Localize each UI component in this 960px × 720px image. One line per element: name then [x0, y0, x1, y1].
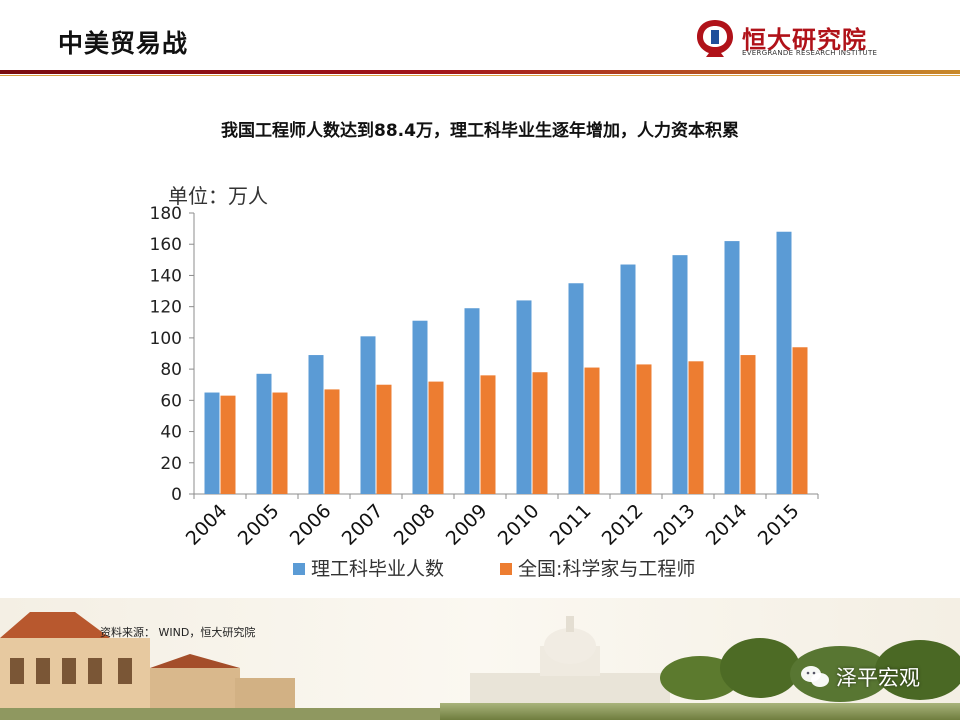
x-tick-label: 2007 — [338, 500, 388, 550]
x-tick-label: 2008 — [390, 500, 440, 550]
x-tick-label: 2010 — [494, 500, 544, 550]
bar-graduates-2012 — [620, 264, 636, 494]
bar-engineers-2007 — [376, 384, 392, 494]
chart-title: 我国工程师人数达到88.4万，理工科毕业生逐年增加，人力资本积累 — [221, 121, 739, 141]
x-tick-label: 2005 — [234, 500, 284, 550]
y-tick-label: 60 — [160, 391, 182, 411]
header-rule-accent — [0, 75, 960, 76]
logo-subtitle: EVERGRANDE RESEARCH INSTITUTE — [742, 49, 878, 57]
legend-label-0: 理工科毕业人数 — [311, 558, 444, 580]
footer-building-illustration — [0, 598, 960, 720]
bar-graduates-2009 — [464, 308, 480, 494]
evergrande-logo-icon — [697, 20, 733, 57]
y-tick-label: 120 — [150, 298, 182, 318]
x-tick-label: 2014 — [702, 500, 752, 550]
y-tick-label: 0 — [171, 485, 182, 505]
slide-title: 中美贸易战 — [58, 29, 189, 58]
bar-graduates-2015 — [776, 231, 792, 494]
watermark: 泽平宏观 — [800, 660, 920, 694]
bar-engineers-2009 — [480, 375, 496, 494]
bar-engineers-2014 — [740, 355, 756, 494]
header-rule — [0, 70, 960, 74]
bar-engineers-2010 — [532, 372, 548, 494]
bar-engineers-2011 — [584, 367, 600, 494]
y-tick-label: 140 — [150, 266, 182, 286]
x-tick-label: 2012 — [598, 500, 648, 550]
y-tick-label: 40 — [160, 423, 182, 443]
bar-graduates-2010 — [516, 300, 532, 494]
bar-graduates-2006 — [308, 355, 324, 494]
logo: 恒大研究院 EVERGRANDE RESEARCH INSTITUTE — [694, 18, 894, 62]
bar-graduates-2007 — [360, 336, 376, 494]
legend-label-1: 全国:科学家与工程师 — [518, 558, 695, 580]
bar-engineers-2005 — [272, 392, 288, 494]
x-tick-label: 2011 — [546, 500, 596, 550]
y-tick-label: 180 — [150, 204, 182, 224]
wechat-icon — [801, 666, 829, 687]
bar-graduates-2008 — [412, 320, 428, 494]
legend-swatch-0 — [293, 563, 305, 575]
bar-engineers-2012 — [636, 364, 652, 494]
y-tick-label: 160 — [150, 235, 182, 255]
bar-engineers-2006 — [324, 389, 340, 494]
y-tick-label: 100 — [150, 329, 182, 349]
y-unit-label: 单位：万人 — [168, 184, 268, 208]
x-tick-label: 2013 — [650, 500, 700, 550]
source-note: 资料来源： WIND，恒大研究院 — [100, 626, 256, 639]
y-tick-label: 80 — [160, 360, 182, 380]
bar-engineers-2013 — [688, 361, 704, 494]
watermark-text: 泽平宏观 — [836, 666, 920, 690]
bar-graduates-2005 — [256, 373, 272, 494]
x-tick-label: 2004 — [182, 500, 232, 550]
bar-engineers-2004 — [220, 395, 236, 494]
bar-graduates-2013 — [672, 255, 688, 494]
y-tick-label: 20 — [160, 454, 182, 474]
bar-graduates-2011 — [568, 283, 584, 494]
bar-engineers-2015 — [792, 347, 808, 494]
x-tick-label: 2015 — [754, 500, 804, 550]
legend-swatch-1 — [500, 563, 512, 575]
logo-name: 恒大研究院 — [742, 26, 867, 54]
bar-engineers-2008 — [428, 381, 444, 494]
x-tick-label: 2009 — [442, 500, 492, 550]
bar-graduates-2004 — [204, 392, 220, 494]
x-tick-label: 2006 — [286, 500, 336, 550]
bar-graduates-2014 — [724, 241, 740, 494]
